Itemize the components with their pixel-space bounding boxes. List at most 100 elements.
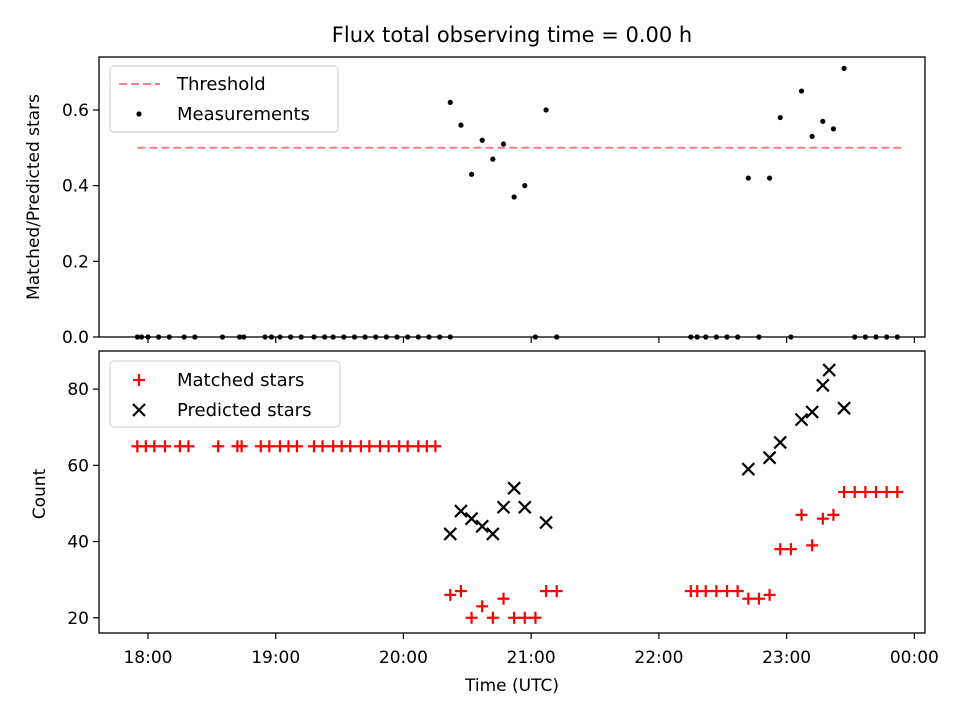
- matched-star-marker: [316, 440, 329, 453]
- matched-star-marker: [731, 585, 744, 598]
- measurements-legend-swatch: [136, 111, 142, 117]
- bottom-legend: Matched stars Predicted stars: [109, 360, 341, 428]
- predicted-star-marker: [464, 511, 479, 526]
- matched-star-marker: [401, 440, 414, 453]
- predicted-star-marker-b: [475, 519, 489, 534]
- matched-star-marker: [550, 585, 563, 598]
- x-tick-label: 23:00: [762, 648, 811, 668]
- measurement-point: [511, 194, 517, 200]
- predicted-star-marker: [794, 412, 809, 427]
- measurement-point: [490, 156, 496, 162]
- predicted-star-marker-b: [507, 481, 521, 495]
- matched-legend-swatch: [133, 374, 145, 386]
- matched-star-marker: [212, 440, 225, 453]
- matched-star-marker: [806, 539, 819, 552]
- matched-star-marker: [891, 486, 904, 498]
- predicted-star-marker-b: [822, 363, 836, 377]
- measurement-point: [468, 171, 475, 177]
- matched-star-marker: [880, 486, 893, 498]
- predicted-star-marker: [837, 401, 851, 415]
- bottom-legend-box: [109, 360, 341, 428]
- measurement-point: [766, 175, 773, 181]
- predicted-star-marker-b: [517, 500, 532, 515]
- top-y-tick-label: 0.0: [62, 328, 89, 348]
- predicted-star-marker-b: [837, 401, 851, 415]
- predicted-legend-label: Predicted stars: [177, 400, 311, 421]
- predicted-star-marker: [475, 519, 489, 534]
- matched-star-marker: [838, 486, 851, 498]
- x-tick-label: 22:00: [634, 648, 683, 668]
- matched-star-marker: [158, 440, 171, 453]
- predicted-star-marker: [486, 527, 500, 541]
- matched-star-marker: [784, 543, 797, 556]
- matched-star-marker: [827, 508, 840, 521]
- top-y-tick-label: 0.6: [62, 101, 89, 121]
- top-panel: Flux total observing time = 0.00 h Match…: [24, 23, 926, 348]
- measurement-point: [543, 107, 549, 113]
- measurement-point: [809, 133, 815, 140]
- x-tick-label: 19:00: [251, 648, 300, 668]
- top-y-tick-label: 0.2: [62, 252, 89, 272]
- matched-star-marker: [742, 592, 755, 605]
- predicted-star-marker-b: [486, 527, 500, 541]
- matched-star-marker: [870, 486, 883, 498]
- matched-star-marker: [382, 440, 395, 453]
- predicted-star-marker-b: [539, 515, 553, 530]
- bottom-plot-frame: [98, 350, 926, 634]
- predicted-star-marker: [773, 435, 788, 450]
- bottom-y-axis-label: Count: [30, 468, 50, 519]
- predicted-star-marker: [539, 515, 553, 530]
- top-legend: Threshold Measurements: [109, 65, 339, 133]
- top-y-axis-label: Matched/Predicted stars: [24, 94, 44, 300]
- matched-star-marker: [344, 440, 357, 453]
- matched-star-marker: [816, 512, 829, 525]
- top-plot-frame: [98, 56, 926, 338]
- x-tick-label: 21:00: [507, 648, 556, 668]
- matched-star-marker: [774, 543, 787, 556]
- predicted-star-marker-b: [805, 405, 819, 419]
- predicted-legend-swatch: [132, 403, 146, 417]
- matched-star-marker: [465, 611, 478, 624]
- matched-star-marker: [454, 585, 467, 598]
- matched-star-marker: [763, 588, 776, 601]
- predicted-star-marker: [517, 500, 532, 515]
- measurement-point: [479, 137, 485, 143]
- matched-star-marker: [182, 440, 195, 453]
- predicted-star-marker: [805, 405, 819, 419]
- predicted-star-marker-b: [454, 504, 468, 518]
- predicted-star-marker: [454, 504, 468, 518]
- measurements-legend-label: Measurements: [177, 104, 310, 125]
- matched-star-marker: [235, 440, 248, 453]
- matched-star-marker: [476, 600, 489, 613]
- predicted-star-marker: [443, 527, 458, 541]
- measurement-point: [820, 118, 826, 124]
- matched-star-marker: [290, 440, 303, 453]
- matched-star-marker: [148, 440, 161, 453]
- threshold-legend-label: Threshold: [176, 74, 266, 95]
- predicted-star-marker: [496, 500, 511, 515]
- matched-star-marker: [540, 585, 553, 598]
- top-y-tick-label: 0.4: [62, 177, 89, 197]
- matched-star-marker: [795, 508, 808, 521]
- matched-star-marker: [721, 585, 734, 598]
- matched-star-marker: [859, 486, 872, 498]
- bottom-x-axis-label: Time (UTC): [464, 676, 559, 696]
- predicted-star-marker: [741, 462, 756, 476]
- bottom-y-tick-label: 80: [67, 380, 89, 400]
- measurement-point: [830, 126, 837, 132]
- matched-star-marker: [518, 611, 531, 624]
- matched-star-marker: [848, 486, 861, 498]
- measurement-point: [522, 183, 528, 189]
- bottom-plot-area: 20 40 60 80 18:00 19:00 20:00 21:00 22:00 23:00 00…: [67, 363, 939, 668]
- predicted-star-marker-b: [794, 412, 809, 427]
- bottom-y-tick-label: 20: [67, 609, 89, 629]
- measurement-point: [841, 65, 847, 71]
- matched-star-marker: [429, 440, 442, 453]
- predicted-star-marker-b: [762, 450, 777, 465]
- measurement-point: [458, 122, 464, 128]
- matched-star-marker: [363, 440, 376, 453]
- predicted-star-marker-b: [464, 511, 479, 526]
- predicted-star-marker-b: [741, 462, 756, 476]
- bottom-y-tick-label: 40: [67, 533, 89, 553]
- matched-star-marker: [486, 611, 499, 624]
